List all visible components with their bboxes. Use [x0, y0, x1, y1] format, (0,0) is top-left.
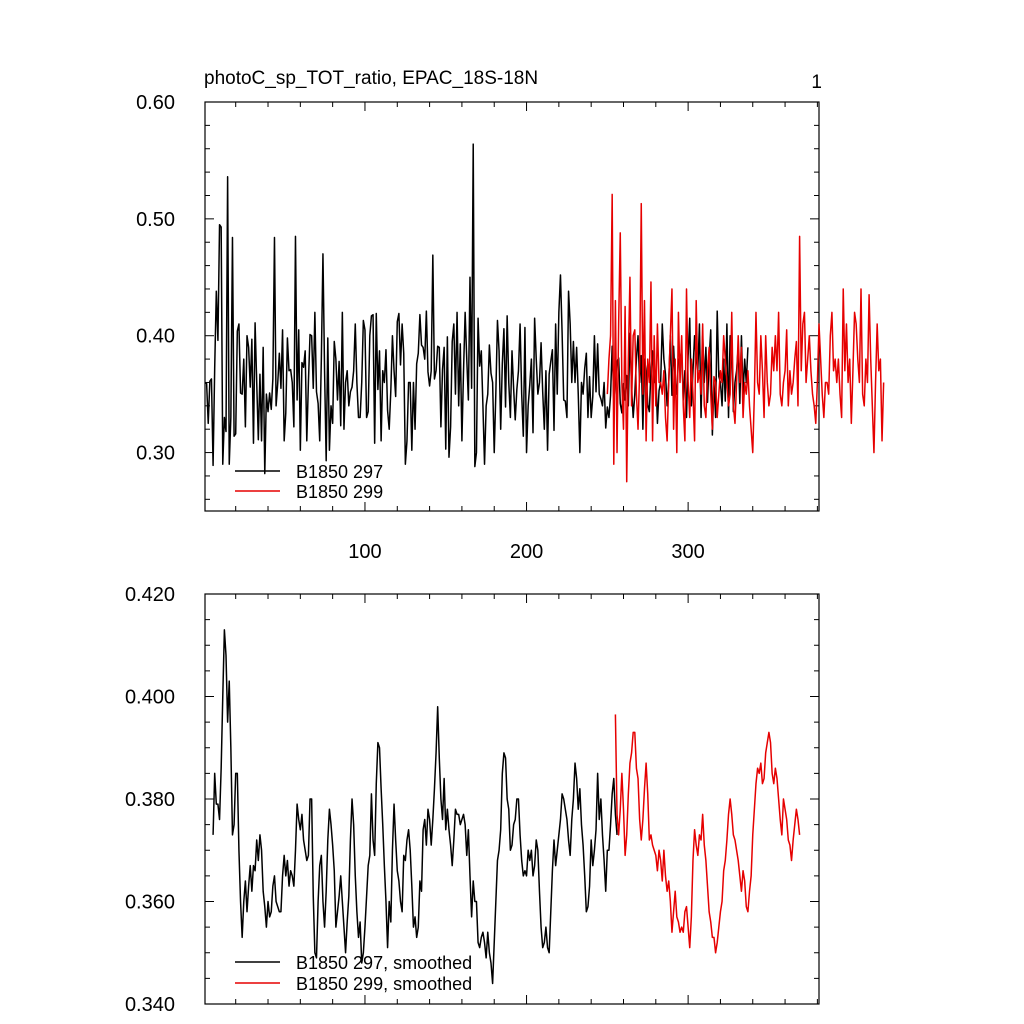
legend-label-297-smoothed: B1850 297, smoothed — [296, 953, 472, 973]
y-tick-label: 0.380 — [125, 789, 175, 811]
y-tick-label: 0.30 — [136, 443, 175, 465]
x-tick-label: 100 — [348, 541, 381, 563]
y-tick-label: 0.400 — [125, 687, 175, 709]
panel-number-label: 1 — [811, 72, 822, 93]
series-line-299 — [606, 193, 885, 483]
chart-title: photoC_sp_TOT_ratio, EPAC_18S-18N — [204, 68, 538, 89]
legend-label-297: B1850 297 — [296, 462, 383, 482]
y-tick-label: 0.50 — [136, 209, 175, 231]
legend-label-299: B1850 299 — [296, 482, 383, 502]
y-tick-label: 0.40 — [136, 326, 175, 348]
series-line-297 — [212, 629, 618, 985]
legend-label-299-smoothed: B1850 299, smoothed — [296, 974, 472, 994]
bottom-panel-frame — [204, 593, 820, 1005]
y-tick-label: 0.340 — [125, 994, 175, 1016]
bottom-panel: 0.340 0.360 0.380 0.400 0.420 B1850 297, smo… — [125, 584, 820, 1016]
y-tick-label: 0.360 — [125, 892, 175, 914]
bottom-legend: B1850 297, smoothed B1850 299, smoothed — [235, 953, 472, 994]
top-legend: B1850 297 B1850 299 — [235, 462, 383, 502]
top-panel: 0.30 0.40 0.50 0.60 100 200 300 B1850 297 B185… — [136, 92, 885, 563]
y-tick-label: 0.60 — [136, 92, 175, 114]
top-panel-frame — [204, 101, 820, 512]
x-tick-label: 300 — [671, 541, 704, 563]
y-tick-label: 0.420 — [125, 584, 175, 606]
x-tick-label: 200 — [510, 541, 543, 563]
series-line-299 — [614, 714, 801, 954]
series-line-297 — [204, 143, 749, 475]
